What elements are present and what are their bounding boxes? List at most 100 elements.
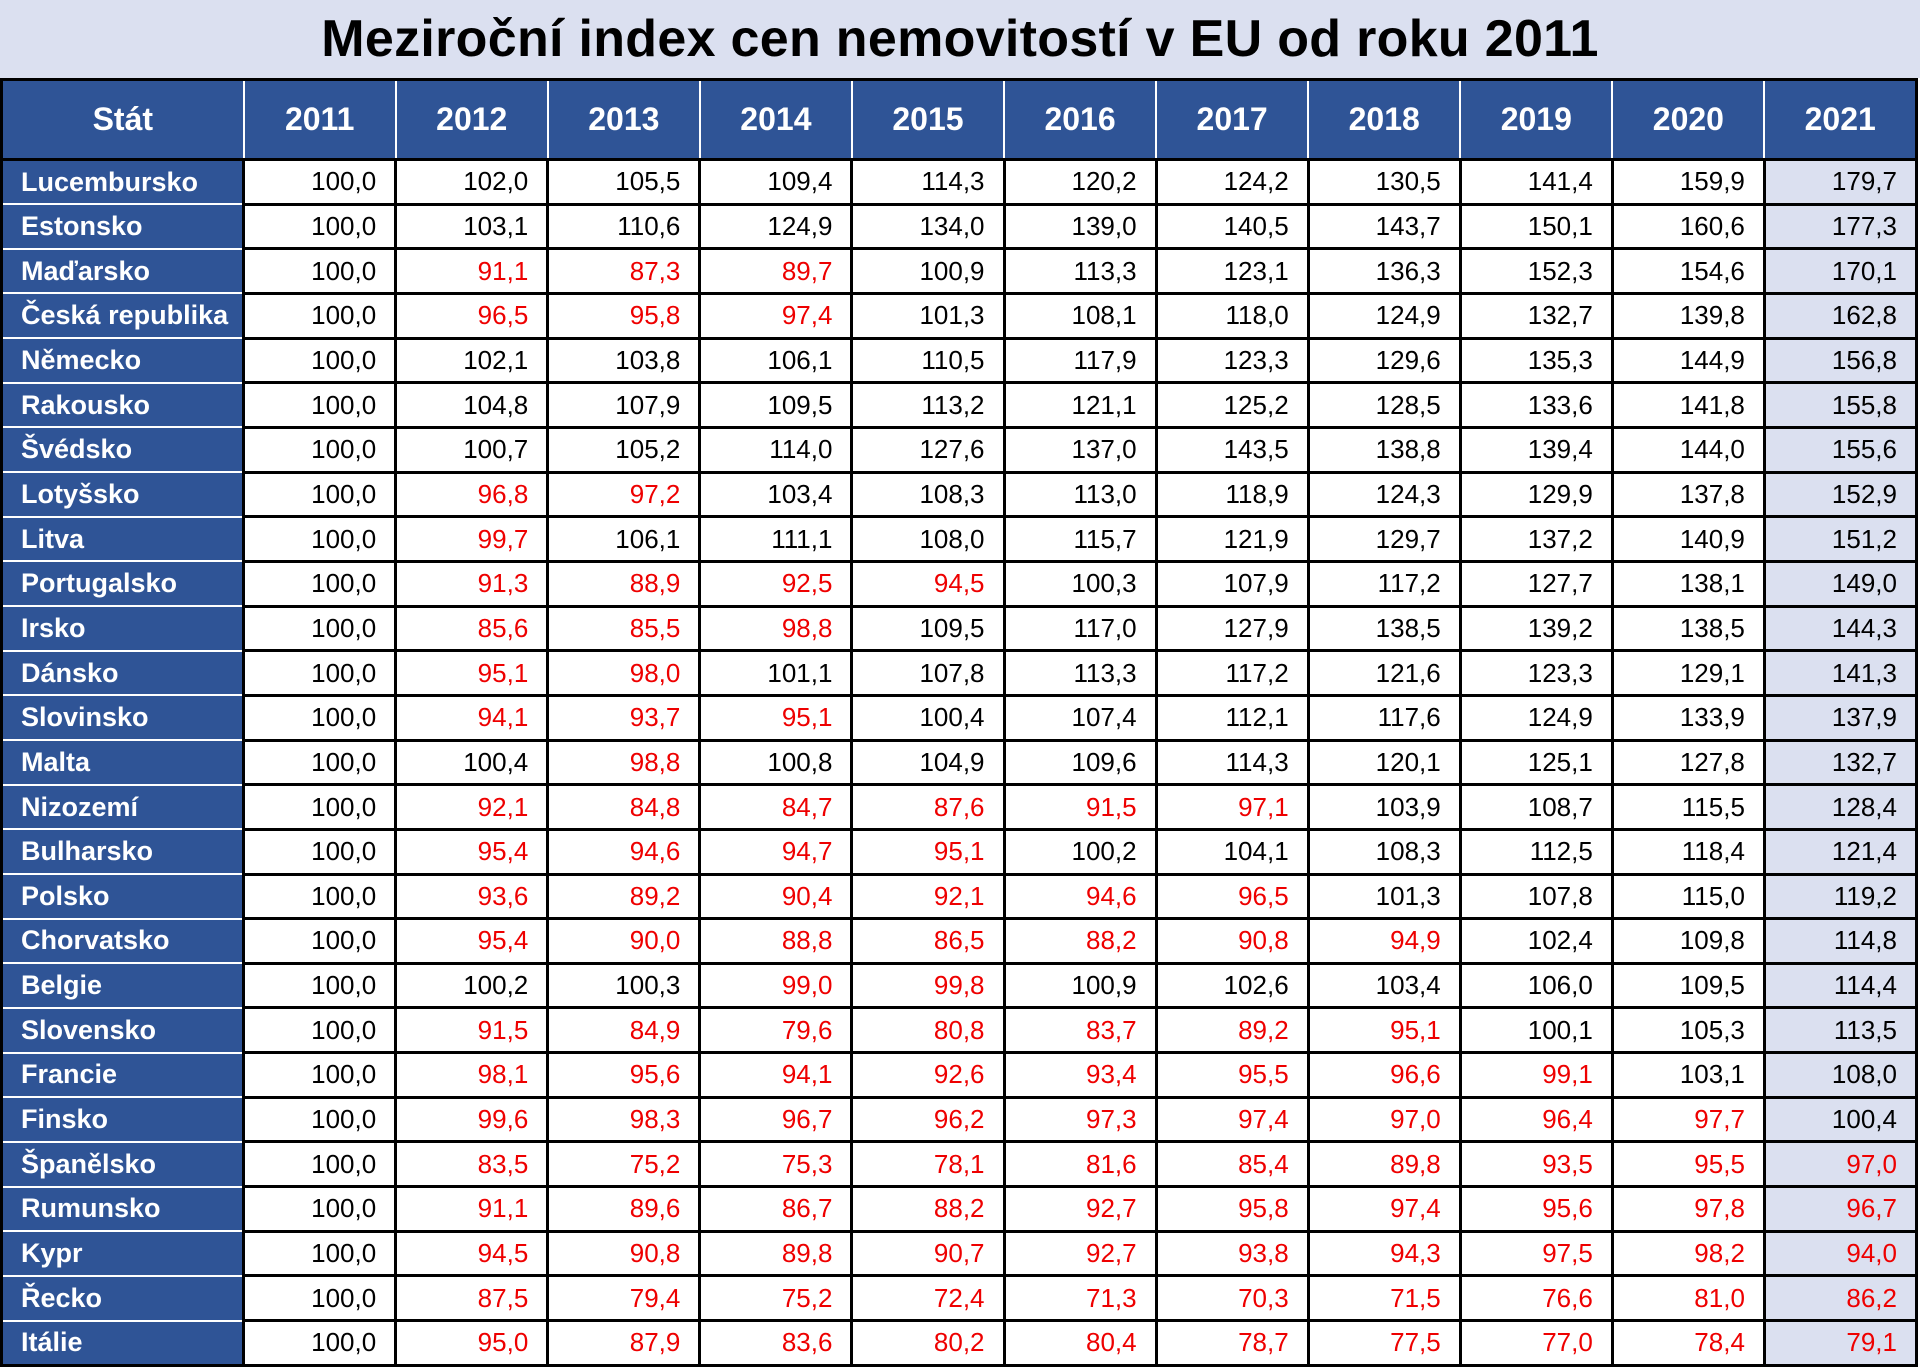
index-value-cell: 139,2 <box>1458 604 1614 653</box>
index-value-cell: 151,2 <box>1762 515 1919 563</box>
index-value-cell: 162,8 <box>1762 291 1919 340</box>
index-value-cell: 100,9 <box>1002 961 1158 1010</box>
index-value-cell: 97,3 <box>1002 1095 1158 1144</box>
price-index-table: Stát 2011 2012 2013 2014 2015 2016 2017 2018 2019… <box>0 78 1919 1367</box>
index-value-cell: 93,7 <box>546 693 702 742</box>
index-value-cell: 103,1 <box>1610 1051 1766 1099</box>
index-value-cell: 106,0 <box>1458 961 1614 1010</box>
index-value-cell: 132,7 <box>1458 291 1614 340</box>
index-value-cell: 120,2 <box>1002 158 1158 206</box>
table-row: Rumunsko 100,0 91,1 89,6 86,7 88,2 92,7 95,8 97,… <box>0 1185 1919 1233</box>
index-value-cell: 81,0 <box>1610 1274 1766 1323</box>
index-value-cell: 121,6 <box>1306 649 1462 697</box>
index-value-cell: 90,8 <box>546 1229 702 1278</box>
index-value-cell: 109,5 <box>1610 961 1766 1010</box>
index-value-cell: 97,1 <box>1154 783 1310 831</box>
index-value-cell: 103,9 <box>1306 783 1462 831</box>
index-value-cell: 108,0 <box>850 515 1006 563</box>
index-value-cell: 86,2 <box>1762 1274 1919 1323</box>
index-value-cell: 128,5 <box>1306 381 1462 429</box>
state-name-cell: Slovensko <box>0 1006 246 1054</box>
index-value-cell: 89,6 <box>546 1185 702 1233</box>
index-value-cell: 89,8 <box>1306 1140 1462 1189</box>
index-value-cell: 80,4 <box>1002 1319 1158 1367</box>
index-value-cell: 95,1 <box>850 827 1006 876</box>
index-value-cell: 88,9 <box>546 559 702 608</box>
index-value-cell: 117,2 <box>1154 649 1310 697</box>
index-value-cell: 94,0 <box>1762 1229 1919 1278</box>
index-value-cell: 100,4 <box>1762 1095 1919 1144</box>
index-value-cell: 123,3 <box>1458 649 1614 697</box>
index-value-cell: 97,4 <box>1306 1185 1462 1233</box>
index-value-cell: 77,0 <box>1458 1319 1614 1367</box>
index-value-cell: 152,9 <box>1762 470 1919 519</box>
index-value-cell: 124,9 <box>698 202 854 251</box>
index-value-cell: 105,5 <box>546 158 702 206</box>
index-value-cell: 138,1 <box>1610 559 1766 608</box>
table-row: Finsko 100,0 99,6 98,3 96,7 96,2 97,3 97,4 97,0 9… <box>0 1095 1919 1144</box>
index-value-cell: 100,8 <box>698 738 854 787</box>
index-value-cell: 100,0 <box>242 783 398 831</box>
table-row: Rakousko 100,0 104,8 107,9 109,5 113,2 121,1 12… <box>0 381 1919 429</box>
index-value-cell: 80,8 <box>850 1006 1006 1055</box>
index-value-cell: 94,5 <box>394 1229 550 1278</box>
table-body: Lucembursko 100,0 102,0 105,5 109,4 114,3 120,… <box>0 158 1919 1367</box>
index-value-cell: 94,1 <box>394 693 550 742</box>
table-row: Maďarsko 100,0 91,1 87,3 89,7 100,9 113,3 123,1… <box>0 247 1919 295</box>
index-value-cell: 98,0 <box>546 649 702 697</box>
index-value-cell: 138,5 <box>1306 604 1462 653</box>
index-value-cell: 100,0 <box>242 247 398 295</box>
table-row: Malta 100,0 100,4 98,8 100,8 104,9 109,6 114,3 1… <box>0 738 1919 787</box>
state-name-cell: Lucembursko <box>0 158 246 206</box>
index-value-cell: 92,5 <box>698 559 854 608</box>
index-value-cell: 95,4 <box>394 827 550 876</box>
index-value-cell: 100,0 <box>242 515 398 563</box>
index-value-cell: 100,0 <box>242 291 398 340</box>
index-value-cell: 118,9 <box>1154 470 1310 519</box>
index-value-cell: 170,1 <box>1762 247 1919 295</box>
index-value-cell: 98,2 <box>1610 1229 1766 1278</box>
index-value-cell: 106,1 <box>698 336 854 385</box>
index-value-cell: 110,6 <box>546 202 702 251</box>
index-value-cell: 99,6 <box>394 1095 550 1144</box>
index-value-cell: 140,5 <box>1154 202 1310 251</box>
index-value-cell: 106,1 <box>546 515 702 563</box>
index-value-cell: 124,3 <box>1306 470 1462 519</box>
state-name-cell: Finsko <box>0 1096 246 1143</box>
index-value-cell: 100,0 <box>242 158 398 206</box>
index-value-cell: 100,0 <box>242 917 398 965</box>
table-row: Kypr 100,0 94,5 90,8 89,8 90,7 92,7 93,8 94,3 97,… <box>0 1229 1919 1278</box>
column-header-year: 2013 <box>546 78 701 161</box>
index-value-cell: 100,0 <box>242 470 398 519</box>
table-row: Dánsko 100,0 95,1 98,0 101,1 107,8 113,3 117,2 1… <box>0 649 1919 697</box>
index-value-cell: 95,5 <box>1154 1051 1310 1099</box>
index-value-cell: 100,0 <box>242 1229 398 1278</box>
index-value-cell: 95,1 <box>698 693 854 742</box>
index-value-cell: 86,5 <box>850 917 1006 965</box>
column-header-year: 2020 <box>1611 78 1766 161</box>
index-value-cell: 95,6 <box>1458 1185 1614 1233</box>
index-value-cell: 71,3 <box>1002 1274 1158 1323</box>
index-value-cell: 75,2 <box>546 1140 702 1189</box>
index-value-cell: 90,0 <box>546 917 702 965</box>
index-value-cell: 91,1 <box>394 1185 550 1233</box>
index-value-cell: 120,1 <box>1306 738 1462 787</box>
index-value-cell: 107,9 <box>1154 559 1310 608</box>
index-value-cell: 100,0 <box>242 1274 398 1323</box>
index-value-cell: 97,8 <box>1610 1185 1766 1233</box>
state-name-cell: Portugalsko <box>0 560 246 608</box>
table-row: Švédsko 100,0 100,7 105,2 114,0 127,6 137,0 143… <box>0 425 1919 474</box>
index-value-cell: 84,7 <box>698 783 854 831</box>
index-value-cell: 95,0 <box>394 1319 550 1367</box>
index-value-cell: 138,8 <box>1306 425 1462 474</box>
index-value-cell: 89,2 <box>1154 1006 1310 1055</box>
index-value-cell: 97,7 <box>1610 1095 1766 1144</box>
table-row: Španělsko 100,0 83,5 75,2 75,3 78,1 81,6 85,4 89… <box>0 1140 1919 1189</box>
table-row: Litva 100,0 99,7 106,1 111,1 108,0 115,7 121,9 1… <box>0 515 1919 563</box>
index-value-cell: 98,8 <box>698 604 854 653</box>
state-name-cell: Rumunsko <box>0 1185 246 1233</box>
index-value-cell: 93,8 <box>1154 1229 1310 1278</box>
index-value-cell: 100,0 <box>242 1319 398 1367</box>
index-value-cell: 100,3 <box>1002 559 1158 608</box>
index-value-cell: 104,8 <box>394 381 550 429</box>
